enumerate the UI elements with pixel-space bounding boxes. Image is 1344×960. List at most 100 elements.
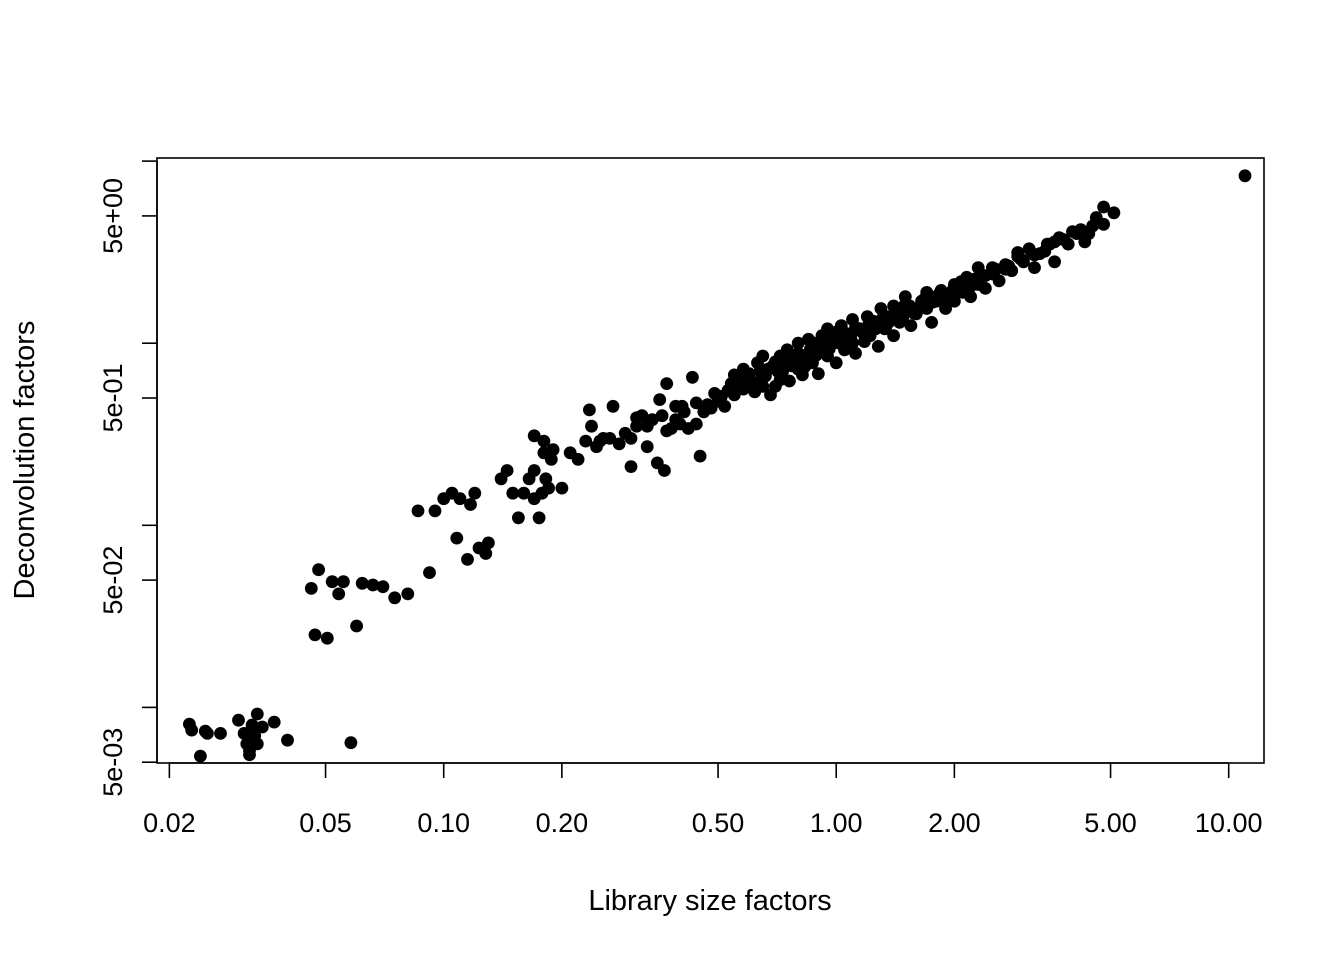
x-tick-label: 0.02	[143, 808, 196, 838]
data-point	[500, 464, 514, 477]
data-point	[718, 399, 732, 413]
data-point	[250, 707, 264, 721]
data-point	[808, 336, 821, 350]
data-point	[1028, 248, 1041, 262]
data-point	[571, 453, 585, 466]
data-point	[544, 453, 558, 466]
data-point	[992, 274, 1006, 288]
data-point	[606, 399, 620, 413]
data-point	[461, 553, 474, 566]
data-point	[904, 319, 918, 332]
data-point	[337, 575, 350, 589]
data-point	[811, 367, 825, 381]
data-point	[312, 563, 325, 577]
data-point	[653, 393, 667, 406]
data-point	[751, 375, 764, 389]
data-point	[1097, 200, 1110, 214]
data-point	[232, 713, 245, 727]
data-point	[686, 370, 699, 384]
data-point	[214, 727, 227, 740]
data-point	[603, 432, 617, 445]
data-point	[1048, 255, 1061, 269]
y-axis: 5e-03 5e-02 5e-01 5e+00	[98, 160, 158, 797]
data-point	[879, 319, 893, 333]
data-point	[583, 403, 596, 417]
data-point	[756, 349, 770, 363]
data-point	[894, 302, 908, 315]
data-point	[542, 481, 555, 495]
data-point	[1028, 261, 1041, 274]
data-point	[829, 356, 843, 370]
data-point	[185, 723, 199, 737]
data-point	[281, 733, 294, 747]
data-point	[658, 464, 671, 477]
data-point	[669, 413, 683, 427]
data-point	[660, 377, 674, 390]
data-point	[849, 346, 862, 360]
data-point	[907, 306, 921, 320]
data-point	[780, 352, 794, 366]
data-point	[304, 582, 318, 595]
data-point	[332, 587, 346, 601]
data-point	[624, 460, 638, 473]
data-point	[468, 486, 482, 500]
data-point	[954, 275, 968, 288]
data-point	[849, 321, 862, 334]
data-point	[734, 373, 747, 387]
data-point	[618, 426, 632, 440]
data-point	[937, 292, 951, 305]
x-tick-label: 0.20	[536, 808, 589, 838]
data-point	[866, 314, 880, 328]
data-point	[388, 591, 402, 605]
y-axis-title: Deconvolution factors	[9, 321, 41, 600]
data-point	[986, 261, 999, 274]
y-tick-label: 5e+00	[98, 178, 128, 254]
data-point	[971, 273, 985, 287]
data-points	[183, 169, 1252, 763]
data-point	[946, 284, 960, 297]
data-point	[701, 398, 714, 411]
data-point	[871, 340, 885, 353]
data-point	[925, 316, 938, 329]
data-point	[791, 346, 805, 360]
data-point	[517, 486, 531, 500]
data-point	[537, 434, 551, 448]
data-point	[715, 390, 728, 403]
x-axis: 0.02 0.05 0.10 0.20 0.50 1.00 2.00 5.00 10.00	[143, 762, 1263, 838]
data-point	[979, 282, 992, 295]
data-point	[527, 429, 541, 443]
data-point	[464, 498, 477, 511]
x-axis-title: Library size factors	[588, 885, 831, 917]
x-tick-label: 0.50	[692, 808, 745, 838]
data-point	[689, 417, 703, 431]
data-point	[532, 511, 546, 525]
data-point	[250, 737, 264, 751]
data-point	[453, 492, 467, 506]
data-point	[887, 329, 900, 343]
data-point	[612, 437, 626, 451]
data-point	[255, 720, 269, 734]
data-point	[689, 396, 703, 410]
data-point	[555, 481, 569, 495]
data-point	[579, 434, 593, 448]
y-tick-label: 5e-03	[98, 728, 128, 797]
data-point	[245, 718, 259, 732]
data-point	[798, 360, 811, 374]
data-point	[482, 536, 495, 550]
data-point	[546, 443, 560, 457]
data-point	[512, 511, 525, 525]
data-point	[922, 289, 936, 302]
data-point	[308, 628, 322, 642]
data-point	[831, 333, 845, 347]
x-tick-label: 5.00	[1084, 808, 1137, 838]
data-point	[325, 575, 339, 589]
data-point	[939, 302, 952, 315]
data-point	[964, 290, 977, 304]
data-point	[506, 486, 520, 500]
data-point	[350, 619, 363, 633]
y-tick-label: 5e-02	[98, 546, 128, 615]
data-point	[640, 419, 654, 433]
data-point	[366, 578, 380, 592]
data-point	[815, 345, 829, 358]
data-point	[1082, 227, 1096, 241]
